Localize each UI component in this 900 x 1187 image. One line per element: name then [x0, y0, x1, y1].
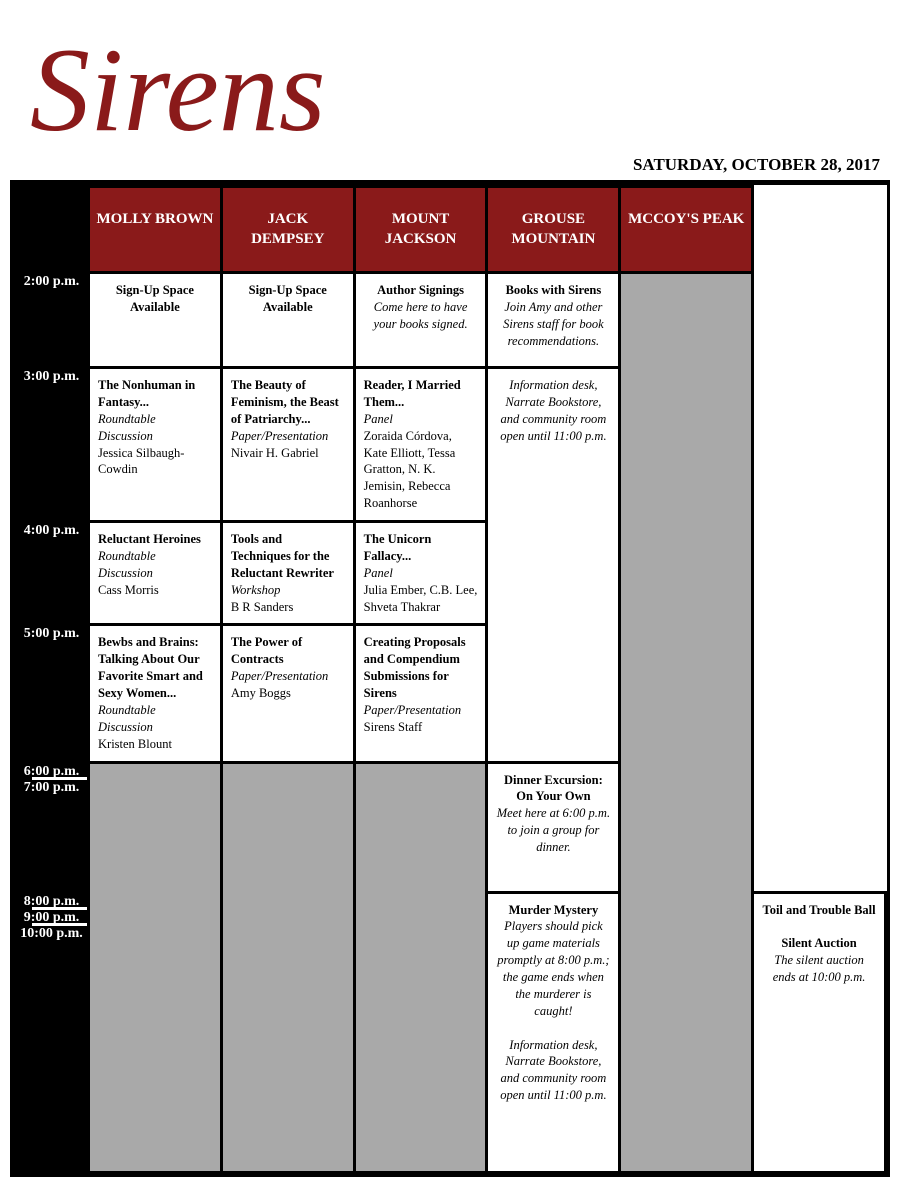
cell-signup-1: Sign-Up Space Available: [89, 273, 222, 368]
cell-info-desk: Information desk, Narrate Bookstore, and…: [487, 368, 620, 763]
room-grouse-mountain: GROUSE MOUNTAIN: [487, 187, 620, 273]
room-header-row: MOLLY BROWN JACK DEMPSEY MOUNT JACKSON G…: [15, 187, 886, 273]
room-mccoys-peak: MCCOY'S PEAK: [620, 187, 753, 273]
time-4pm: 4:00 p.m.: [15, 522, 89, 625]
cell-signup-2: Sign-Up Space Available: [221, 273, 354, 368]
cell-bewbs: Bewbs and Brains: Talking About Our Favo…: [89, 625, 222, 762]
cell-reader: Reader, I Married Them... Panel Zoraida …: [354, 368, 487, 522]
time-3pm: 3:00 p.m.: [15, 368, 89, 522]
cell-beauty: The Beauty of Feminism, the Beast of Pat…: [221, 368, 354, 522]
empty-molly-evening: [89, 762, 222, 1172]
empty-mount-evening: [354, 762, 487, 1172]
time-8-10pm: 8:00 p.m. 9:00 p.m. 10:00 p.m.: [15, 892, 89, 1172]
schedule-grid: MOLLY BROWN JACK DEMPSEY MOUNT JACKSON G…: [10, 180, 890, 1177]
cell-books-sirens: Books with Sirens Join Amy and other Sir…: [487, 273, 620, 368]
cell-reluctant: Reluctant Heroines Roundtable Discussion…: [89, 522, 222, 625]
cell-unicorn: The Unicorn Fallacy... Panel Julia Ember…: [354, 522, 487, 625]
date-heading: SATURDAY, OCTOBER 28, 2017: [633, 155, 880, 175]
cell-author-signings: Author Signings Come here to have your b…: [354, 273, 487, 368]
time-5pm: 5:00 p.m.: [15, 625, 89, 762]
cell-tools: Tools and Techniques for the Reluctant R…: [221, 522, 354, 625]
room-molly-brown: MOLLY BROWN: [89, 187, 222, 273]
cell-nonhuman: The Nonhuman in Fantasy... Roundtable Di…: [89, 368, 222, 522]
svg-text:Sirens: Sirens: [30, 23, 326, 156]
cell-dinner: Dinner Excursion: On Your Own Meet here …: [487, 762, 620, 892]
header: Sirens SATURDAY, OCTOBER 28, 2017: [10, 10, 890, 180]
cell-ball: Toil and Trouble Ball Silent Auction The…: [753, 892, 886, 1172]
room-jack-dempsey: JACK DEMPSEY: [221, 187, 354, 273]
cell-proposals: Creating Proposals and Compendium Submis…: [354, 625, 487, 762]
sirens-logo: Sirens: [30, 15, 350, 170]
cell-murder: Murder Mystery Players should pick up ga…: [487, 892, 620, 1172]
time-2pm: 2:00 p.m.: [15, 273, 89, 368]
cell-contracts: The Power of Contracts Paper/Presentatio…: [221, 625, 354, 762]
empty-jack-evening: [221, 762, 354, 1172]
empty-mccoys-afternoon: [620, 273, 753, 1173]
room-mount-jackson: MOUNT JACKSON: [354, 187, 487, 273]
corner-cell: [15, 187, 89, 273]
time-6-7pm: 6:00 p.m. 7:00 p.m.: [15, 762, 89, 892]
